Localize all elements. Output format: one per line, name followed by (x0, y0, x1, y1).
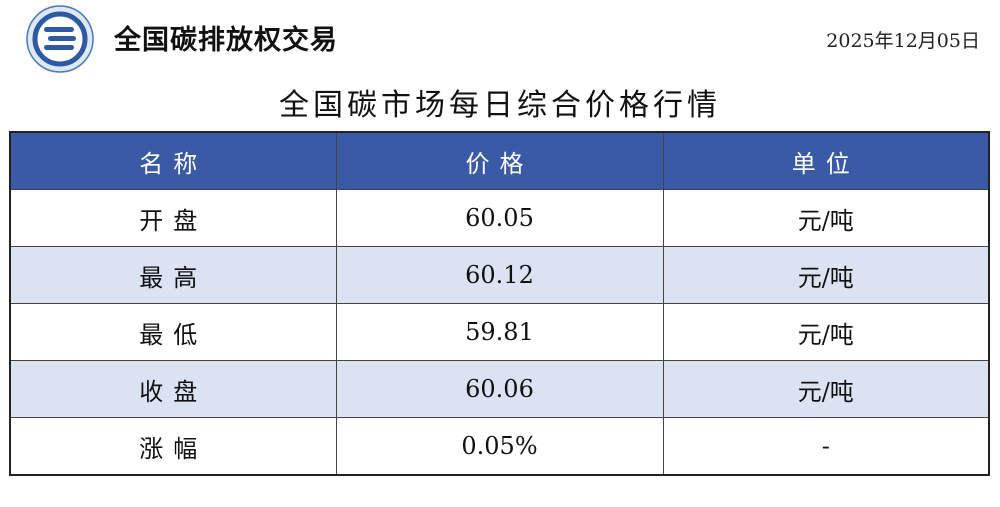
table-header-row: 名称 价格 单位 (9, 131, 990, 190)
row-unit: 元/吨 (662, 303, 990, 361)
column-header-unit: 单位 (662, 131, 990, 190)
row-unit: 元/吨 (662, 246, 990, 304)
column-header-price: 价格 (335, 131, 664, 190)
report-date: 2025年12月05日 (826, 30, 980, 52)
row-name: 最低 (9, 303, 337, 361)
table-row: 开盘 60.05 元/吨 (9, 189, 990, 247)
table-row: 最高 60.12 元/吨 (9, 246, 990, 304)
table-row: 涨幅 0.05% - (9, 417, 990, 476)
row-price: 60.06 (335, 360, 664, 418)
row-price: 60.12 (335, 246, 664, 304)
price-table: 名称 价格 单位 开盘 60.05 元/吨 最高 60.12 元/吨 最低 59… (9, 131, 990, 476)
row-price: 59.81 (335, 303, 664, 361)
row-unit: 元/吨 (662, 360, 990, 418)
carbon-exchange-logo (26, 5, 94, 73)
row-name: 最高 (9, 246, 337, 304)
table-row: 最低 59.81 元/吨 (9, 303, 990, 361)
row-name: 收盘 (9, 360, 337, 418)
page-title: 全国碳市场每日综合价格行情 (279, 88, 721, 123)
row-price: 0.05% (335, 417, 664, 476)
row-name: 开盘 (9, 189, 337, 247)
row-name: 涨幅 (9, 417, 337, 476)
table-row: 收盘 60.06 元/吨 (9, 360, 990, 418)
brand-name: 全国碳排放权交易 (114, 25, 338, 56)
column-header-name: 名称 (9, 131, 337, 190)
row-unit: - (662, 417, 990, 476)
row-price: 60.05 (335, 189, 664, 247)
row-unit: 元/吨 (662, 189, 990, 247)
